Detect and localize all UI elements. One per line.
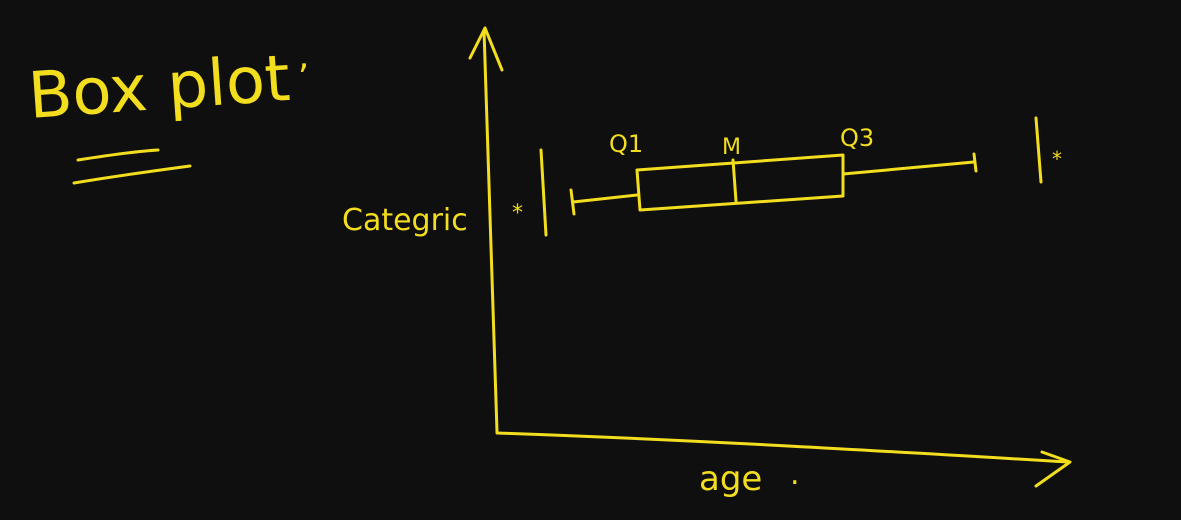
right-whisker-line: [841, 160, 976, 176]
left-fence: [539, 148, 548, 237]
q3-label: Q3: [840, 124, 874, 152]
right-whisker-cap: [972, 152, 978, 173]
title-underline-2: [72, 164, 192, 185]
median-line: [731, 158, 738, 203]
x-axis-line: [495, 431, 1070, 464]
x-axis-arrowhead: [1034, 450, 1072, 488]
title-underline-1: [76, 148, 160, 162]
left-whisker-line: [571, 193, 639, 204]
x-axis-label-dot: .: [790, 457, 800, 492]
q1-label: Q1: [609, 130, 643, 158]
iqr-box: [635, 153, 845, 212]
median-label: M: [722, 135, 741, 160]
left-outlier-marker: *: [512, 201, 523, 226]
title-comma: ,: [298, 36, 309, 77]
y-axis-line: [482, 28, 499, 434]
x-axis-label: age: [699, 459, 762, 499]
right-fence: [1034, 116, 1043, 184]
left-whisker-cap: [569, 188, 576, 216]
y-axis-label: Categric: [342, 203, 468, 238]
title-text: Box plot: [26, 42, 292, 134]
y-axis-arrowhead: [468, 26, 504, 72]
right-outlier-marker: *: [1052, 147, 1062, 171]
